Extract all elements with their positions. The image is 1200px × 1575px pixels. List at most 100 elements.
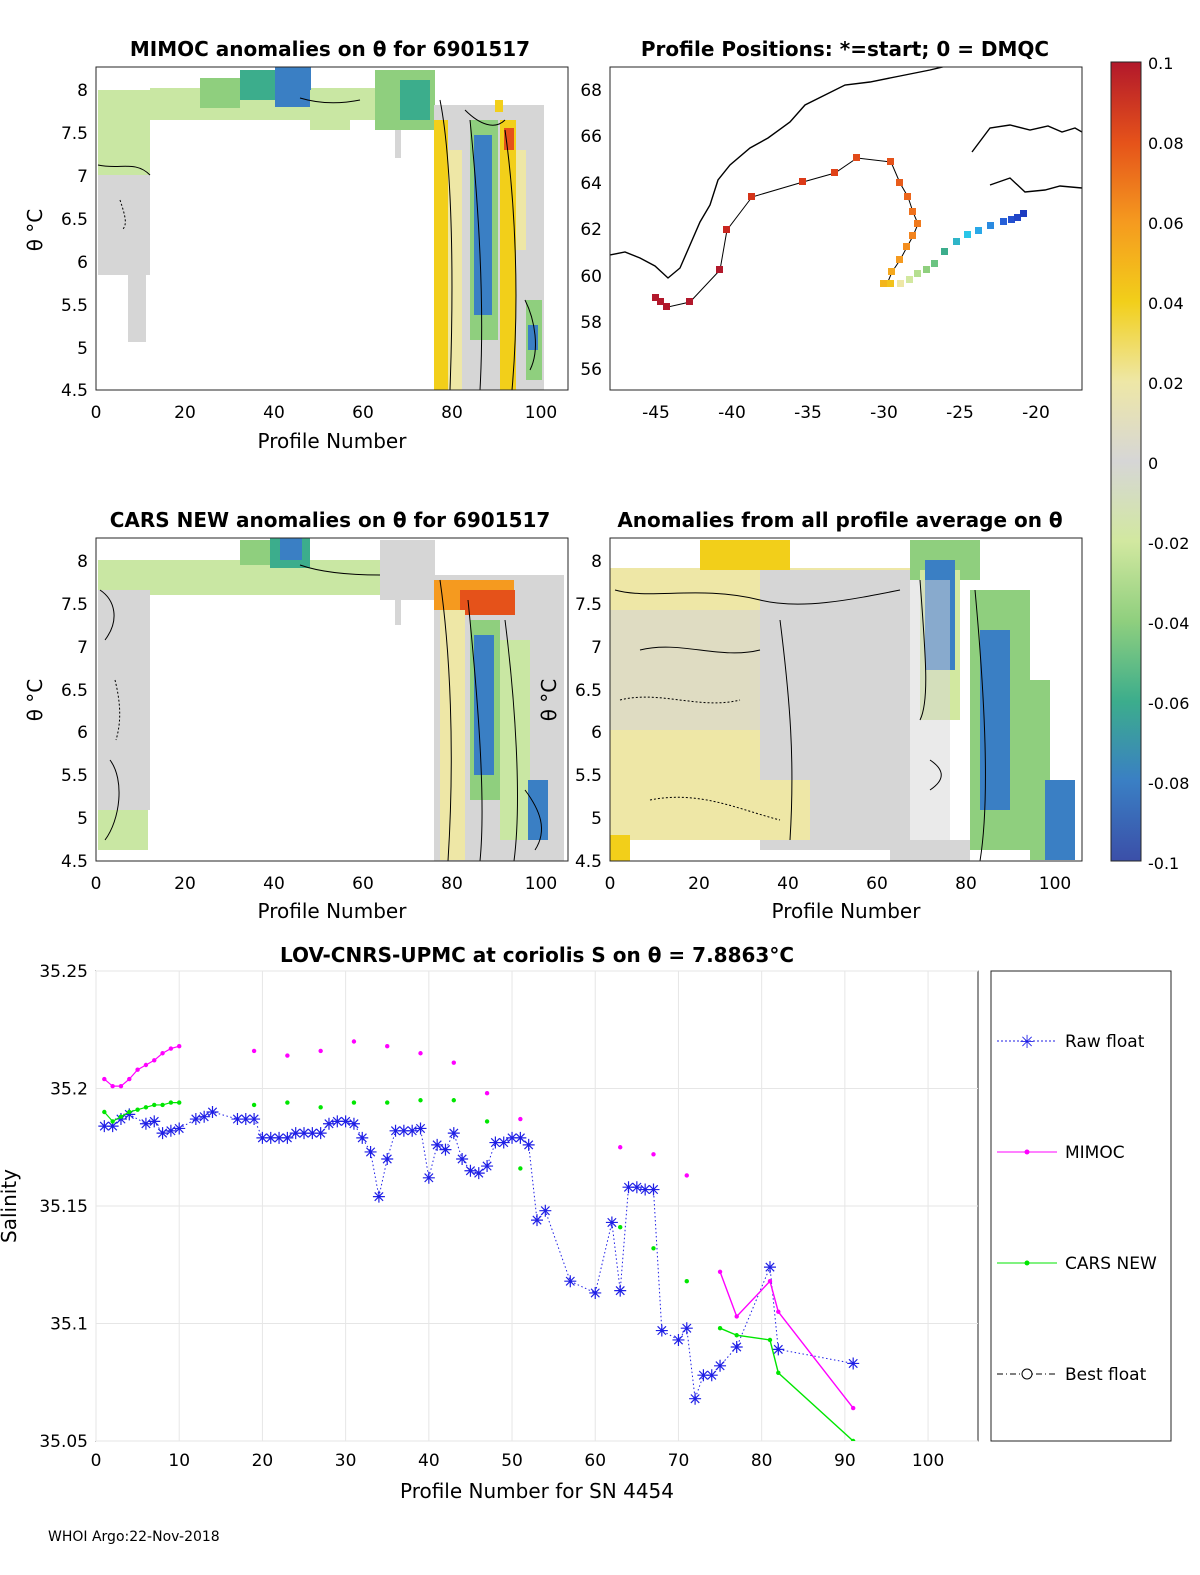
cars-new-point — [618, 1224, 623, 1230]
raw-float-point — [414, 1122, 427, 1135]
salinity-xlabel: Profile Number for SN 4454 — [400, 1479, 674, 1503]
allavg-ytick: 6 — [591, 723, 602, 743]
mimoc-point — [251, 1048, 257, 1054]
cars-new-point — [143, 1105, 149, 1110]
mimoc-point — [385, 1044, 390, 1049]
legend-box — [990, 970, 1172, 1442]
x-tick-label: 20 — [252, 1451, 274, 1471]
profile-marker — [880, 280, 887, 287]
lat-tick: 62 — [580, 220, 602, 240]
raw-float-point — [331, 1115, 344, 1128]
mimoc-ytick: 7.5 — [61, 124, 88, 144]
raw-float-point — [705, 1369, 718, 1382]
cars-new-point — [418, 1098, 423, 1103]
mimoc-point — [135, 1067, 140, 1072]
cars-axes-box — [95, 537, 569, 862]
raw-float-point — [622, 1181, 635, 1194]
colorbar-tick: -0.02 — [1148, 534, 1189, 553]
raw-float-point — [497, 1136, 510, 1149]
mimoc-xtick: 20 — [174, 403, 196, 423]
raw-float-point — [231, 1113, 244, 1126]
mimoc-ytick: 6 — [77, 253, 88, 273]
profile-marker — [931, 260, 938, 267]
lat-tick: 60 — [580, 267, 602, 287]
raw-float-point — [714, 1359, 727, 1372]
raw-float-point — [605, 1216, 618, 1229]
mimoc-ytick: 7 — [77, 167, 88, 187]
mimoc-point — [618, 1145, 623, 1150]
raw-float-point — [655, 1324, 668, 1337]
lat-tick: 56 — [580, 360, 602, 380]
cars-ytick: 6 — [77, 723, 88, 743]
colorbar-tick: -0.1 — [1148, 854, 1179, 873]
raw-float-point — [614, 1284, 627, 1297]
raw-float-point — [273, 1131, 286, 1144]
raw-float-point — [298, 1127, 311, 1140]
salinity-legend: ✳ Raw float MIMOC CARS NEW Best float — [990, 970, 1172, 1442]
allavg-xtick: 20 — [688, 874, 710, 894]
colorbar-tick: 0.08 — [1148, 134, 1184, 153]
mimoc-point — [684, 1173, 689, 1178]
legend-best-label: Best float — [1065, 1365, 1147, 1385]
cars-yticks: 8 7.5 7 6.5 6 5.5 5 4.5 — [61, 552, 88, 872]
raw-float-point — [431, 1138, 444, 1151]
raw-float-point — [564, 1275, 577, 1288]
cars-ytick: 7 — [77, 638, 88, 658]
raw-float-point — [314, 1127, 327, 1140]
allavg-xtick: 40 — [777, 874, 799, 894]
mimoc-xlabel: Profile Number — [258, 429, 408, 453]
profile-marker — [716, 266, 723, 273]
allavg-contours — [614, 579, 986, 861]
colorbar-tick: 0.02 — [1148, 374, 1184, 393]
profile-marker — [1020, 210, 1027, 217]
raw-float-point — [198, 1110, 211, 1123]
raw-float-point — [206, 1106, 219, 1118]
lat-tick: 58 — [580, 313, 602, 333]
raw-float-point — [472, 1167, 485, 1180]
mimoc-point — [110, 1083, 115, 1089]
cars-new-point — [385, 1100, 390, 1105]
x-tick-label: 30 — [335, 1451, 357, 1471]
y-tick-label: 35.25 — [39, 962, 88, 982]
mimoc-xtick: 40 — [263, 403, 285, 423]
legend-mimoc-label: MIMOC — [1065, 1143, 1125, 1163]
cars-new-point — [110, 1119, 115, 1124]
y-tick-label: 35.15 — [39, 1197, 88, 1217]
x-tick-label: 100 — [912, 1451, 944, 1471]
profile-marker — [953, 238, 960, 245]
cars-xticks: 0 20 40 60 80 100 — [91, 874, 558, 894]
x-tick-label: 0 — [91, 1451, 102, 1471]
raw-float-point — [680, 1322, 693, 1335]
raw-float-point — [264, 1131, 277, 1144]
mimoc-point — [152, 1058, 157, 1063]
cars-ytick: 4.5 — [61, 852, 88, 872]
raw-float-point — [630, 1181, 643, 1194]
y-tick-label: 35.2 — [50, 1080, 88, 1100]
allavg-heatmap — [610, 540, 1075, 861]
salinity-panel: LOV-CNRS-UPMC at coriolis S on θ = 7.886… — [0, 943, 1172, 1503]
x-tick-label: 50 — [501, 1451, 523, 1471]
mimoc-xtick: 80 — [441, 403, 463, 423]
raw-float-point — [389, 1124, 402, 1137]
mimoc-line-start — [103, 1045, 180, 1087]
allavg-xticks: 0 20 40 60 80 100 — [605, 874, 1072, 894]
raw-float-point — [647, 1183, 660, 1196]
allavg-xtick: 100 — [1039, 874, 1071, 894]
mimoc-point — [143, 1062, 149, 1068]
allavg-ytick: 7.5 — [575, 595, 602, 615]
profile-marker — [923, 266, 930, 273]
profile-marker — [1008, 216, 1015, 223]
mimoc-contours — [97, 97, 536, 390]
profile-marker — [896, 256, 903, 263]
allavg-xlabel: Profile Number — [772, 899, 922, 923]
salinity-grid — [95, 970, 978, 1442]
allavg-ytick: 5.5 — [575, 766, 602, 786]
raw-float-point — [697, 1369, 710, 1382]
lat-tick: 68 — [580, 81, 602, 101]
cars-contours — [99, 564, 543, 861]
cars-new-point — [651, 1246, 656, 1251]
raw-float-point — [306, 1127, 319, 1140]
cars-new-point — [484, 1119, 490, 1124]
cars-xtick: 40 — [263, 874, 285, 894]
cars-new-point — [351, 1100, 357, 1105]
